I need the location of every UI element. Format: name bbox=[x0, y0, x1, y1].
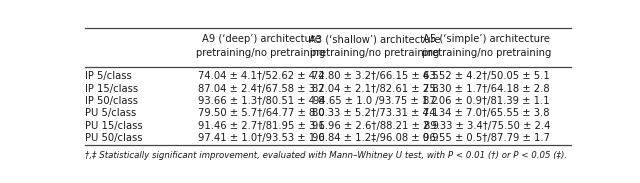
Text: 72.80 ± 3.2†/66.15 ± 4.5: 72.80 ± 3.2†/66.15 ± 4.5 bbox=[312, 71, 438, 81]
Text: 97.41 ± 1.0†/93.53 ± 1.0: 97.41 ± 1.0†/93.53 ± 1.0 bbox=[198, 133, 324, 143]
Text: PU 15/class: PU 15/class bbox=[85, 121, 143, 131]
Text: 80.33 ± 5.2†/73.31 ± 4.1: 80.33 ± 5.2†/73.31 ± 4.1 bbox=[312, 109, 438, 118]
Text: IP 50/class: IP 50/class bbox=[85, 96, 138, 106]
Text: 93.66 ± 1.3†/80.51 ± 4.8: 93.66 ± 1.3†/80.51 ± 4.8 bbox=[198, 96, 324, 106]
Text: PU 50/class: PU 50/class bbox=[85, 133, 143, 143]
Text: 74.04 ± 4.1†/52.62 ± 4.4: 74.04 ± 4.1†/52.62 ± 4.4 bbox=[198, 71, 324, 81]
Text: 87.04 ± 2.1†/82.61 ± 2.8: 87.04 ± 2.1†/82.61 ± 2.8 bbox=[312, 84, 438, 94]
Text: 63.52 ± 4.2†/50.05 ± 5.1: 63.52 ± 4.2†/50.05 ± 5.1 bbox=[423, 71, 550, 81]
Text: 89.33 ± 3.4†/75.50 ± 2.4: 89.33 ± 3.4†/75.50 ± 2.4 bbox=[424, 121, 550, 131]
Text: IP 15/class: IP 15/class bbox=[85, 84, 138, 94]
Text: A9 (‘deep’) architecture
pretraining/no pretraining: A9 (‘deep’) architecture pretraining/no … bbox=[196, 34, 326, 57]
Text: 74.34 ± 7.0†/65.55 ± 3.8: 74.34 ± 7.0†/65.55 ± 3.8 bbox=[424, 109, 550, 118]
Text: 75.30 ± 1.7†/64.18 ± 2.8: 75.30 ± 1.7†/64.18 ± 2.8 bbox=[424, 84, 550, 94]
Text: 96.84 ± 1.2‡/96.08 ± 0.9: 96.84 ± 1.2‡/96.08 ± 0.9 bbox=[312, 133, 438, 143]
Text: A3 (‘shallow’) architecture
pretraining/no pretraining: A3 (‘shallow’) architecture pretraining/… bbox=[309, 34, 441, 57]
Text: 94.65 ± 1.0 /93.75 ± 1.2: 94.65 ± 1.0 /93.75 ± 1.2 bbox=[313, 96, 438, 106]
Text: PU 5/class: PU 5/class bbox=[85, 109, 136, 118]
Text: 87.06 ± 0.9†/81.39 ± 1.1: 87.06 ± 0.9†/81.39 ± 1.1 bbox=[424, 96, 550, 106]
Text: 91.46 ± 2.7†/81.95 ± 3.6: 91.46 ± 2.7†/81.95 ± 3.6 bbox=[198, 121, 324, 131]
Text: 79.50 ± 5.7†/64.77 ± 8.0: 79.50 ± 5.7†/64.77 ± 8.0 bbox=[198, 109, 324, 118]
Text: 87.04 ± 2.4†/67.58 ± 3.2: 87.04 ± 2.4†/67.58 ± 3.2 bbox=[198, 84, 324, 94]
Text: A5 (‘simple’) architecture
pretraining/no pretraining: A5 (‘simple’) architecture pretraining/n… bbox=[422, 34, 552, 57]
Text: †,‡ Statistically significant improvement, evaluated with Mann–Whitney U test, w: †,‡ Statistically significant improvemen… bbox=[85, 151, 567, 160]
Text: 91.96 ± 2.6†/88.21 ± 2.9: 91.96 ± 2.6†/88.21 ± 2.9 bbox=[312, 121, 438, 131]
Text: IP 5/class: IP 5/class bbox=[85, 71, 132, 81]
Text: 96.55 ± 0.5†/87.79 ± 1.7: 96.55 ± 0.5†/87.79 ± 1.7 bbox=[423, 133, 550, 143]
